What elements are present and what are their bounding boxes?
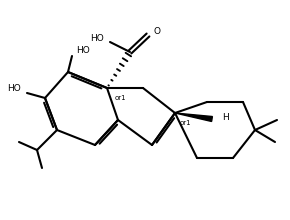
Text: HO: HO: [90, 33, 104, 42]
Polygon shape: [175, 113, 212, 121]
Text: HO: HO: [76, 46, 90, 55]
Text: O: O: [154, 26, 161, 35]
Text: or1: or1: [180, 120, 192, 126]
Text: or1: or1: [115, 95, 127, 101]
Text: H: H: [222, 112, 229, 121]
Text: HO: HO: [7, 84, 21, 92]
